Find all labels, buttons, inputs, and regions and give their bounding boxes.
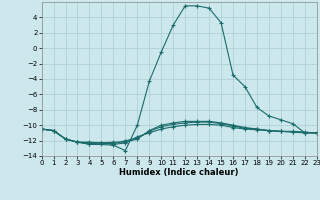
X-axis label: Humidex (Indice chaleur): Humidex (Indice chaleur) (119, 168, 239, 177)
